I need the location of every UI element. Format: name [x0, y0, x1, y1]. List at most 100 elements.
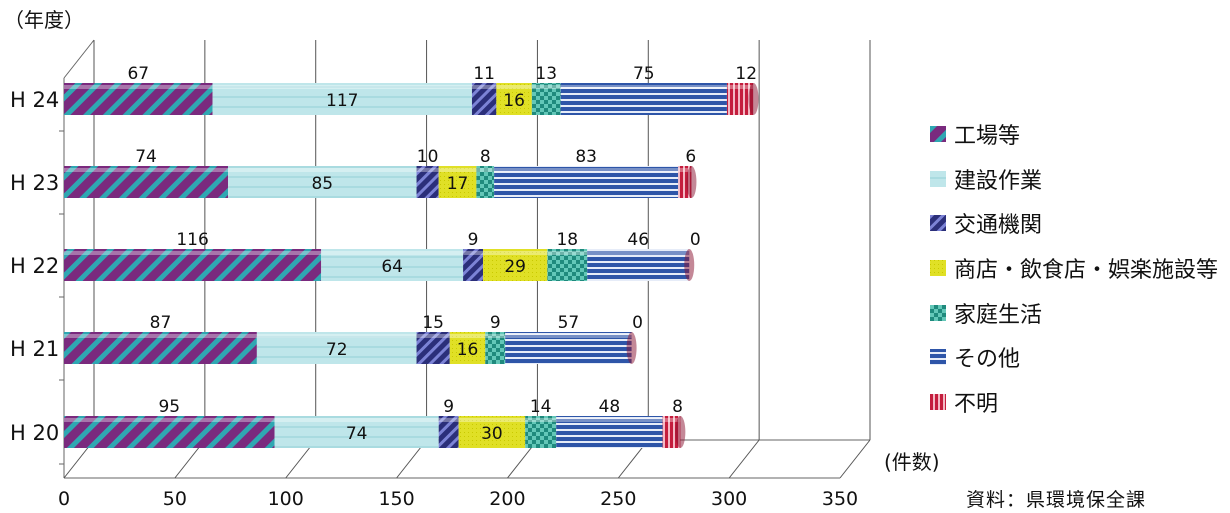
bar-highlight — [64, 334, 257, 338]
bar-segment — [525, 416, 557, 448]
legend-swatch — [930, 126, 946, 143]
data-label: 18 — [556, 230, 578, 250]
bar-highlight — [678, 168, 692, 172]
bar-highlight — [438, 418, 459, 422]
bar-highlight — [525, 418, 557, 422]
data-label: 67 — [127, 64, 149, 84]
data-label: 74 — [346, 424, 368, 444]
bar-segment — [64, 83, 213, 115]
data-label: 74 — [135, 147, 157, 167]
legend-swatch — [930, 170, 946, 187]
data-label: 14 — [530, 397, 552, 417]
value-labels: 67 117 11 16 13 75 12 74 85 10 17 8 83 6 116 64 9 29 18 46 0… — [127, 64, 757, 444]
data-label: 64 — [381, 257, 403, 277]
bar-segment — [212, 83, 472, 115]
bar-highlight — [476, 168, 495, 172]
bar-highlight — [416, 168, 439, 172]
bar-segment — [228, 166, 417, 198]
data-label: 8 — [480, 147, 491, 167]
data-label: 30 — [481, 424, 503, 444]
bar-highlight — [531, 85, 561, 89]
bar-highlight — [321, 251, 464, 255]
bar-segment — [274, 416, 439, 448]
data-label: 87 — [150, 313, 172, 333]
data-label: 16 — [457, 340, 479, 360]
data-label: 85 — [311, 174, 333, 194]
y-tick-label: H 20 — [10, 421, 59, 445]
bar-highlight — [505, 334, 632, 338]
bar-segment — [476, 166, 495, 198]
bar-highlight — [449, 334, 486, 338]
bar-segment — [587, 249, 690, 281]
x-tick-label: 350 — [822, 488, 858, 510]
x-tick-label: 250 — [600, 488, 636, 510]
data-label: 57 — [558, 313, 580, 333]
bar-segment — [64, 249, 322, 281]
data-label: 72 — [326, 340, 348, 360]
bar-highlight — [556, 418, 663, 422]
bar-end-cap — [748, 83, 759, 115]
bar-segment — [547, 249, 588, 281]
data-label: 29 — [504, 257, 526, 277]
bar-end-cap — [626, 332, 637, 364]
legend-label: 不明 — [954, 391, 999, 417]
bar-highlight — [662, 418, 681, 422]
bar-segment — [531, 83, 561, 115]
bar-highlight — [496, 85, 532, 89]
bar-segment — [321, 249, 464, 281]
y-axis-title: （年度） — [4, 8, 84, 32]
bar-highlight — [228, 168, 417, 172]
data-label: 15 — [422, 313, 444, 333]
bar-segment — [438, 166, 477, 198]
legend-swatch — [930, 304, 946, 321]
data-label: 75 — [633, 64, 655, 84]
legend: 工場等 建設作業 交通機関 商店・飲食店・娯楽施設等 家庭生活 その他 不明 — [930, 112, 1218, 424]
bar-segment — [256, 332, 417, 364]
data-label: 8 — [672, 397, 683, 417]
data-label: 9 — [443, 397, 454, 417]
legend-item: 商店・飲食店・娯楽施設等 — [930, 246, 1218, 291]
y-tick-label: H 21 — [10, 337, 59, 361]
data-label: 9 — [490, 313, 501, 333]
data-label: 16 — [503, 91, 525, 111]
bar-segment — [556, 416, 663, 448]
x-tick-label: 0 — [58, 488, 70, 510]
bar-highlight — [726, 85, 754, 89]
x-axis-unit: (件数) — [884, 450, 940, 474]
bar-highlight — [494, 168, 679, 172]
bar-highlight — [64, 251, 322, 255]
data-label: 12 — [735, 64, 757, 84]
bar-highlight — [463, 251, 484, 255]
bar-segment — [449, 332, 486, 364]
bar-highlight — [458, 418, 526, 422]
bar-segment — [483, 249, 548, 281]
legend-swatch — [930, 215, 946, 232]
x-tick-label: 50 — [163, 488, 187, 510]
bar-highlight — [212, 85, 472, 89]
data-label: 0 — [632, 313, 643, 333]
bar-segment — [505, 332, 632, 364]
data-label: 17 — [447, 174, 469, 194]
bar-segment — [416, 332, 450, 364]
bar-highlight — [587, 251, 690, 255]
bar-highlight — [560, 85, 727, 89]
data-label: 13 — [535, 64, 557, 84]
bar-highlight — [471, 85, 497, 89]
bar-segment — [463, 249, 484, 281]
data-label: 6 — [685, 147, 696, 167]
bar-highlight — [274, 418, 439, 422]
legend-label: その他 — [954, 347, 1021, 373]
y-tick-label: H 23 — [10, 171, 59, 195]
bar-segment — [64, 166, 229, 198]
x-tick-label: 200 — [489, 488, 525, 510]
source-note: 資料：県環境保全課 — [966, 489, 1147, 511]
legend-swatch — [930, 260, 946, 277]
floor-line — [839, 439, 871, 479]
bar-highlight — [256, 334, 417, 338]
floor-line — [728, 439, 760, 479]
legend-item: 建設作業 — [930, 157, 1218, 202]
legend-label: 建設作業 — [954, 168, 1043, 194]
bar-highlight — [485, 334, 506, 338]
